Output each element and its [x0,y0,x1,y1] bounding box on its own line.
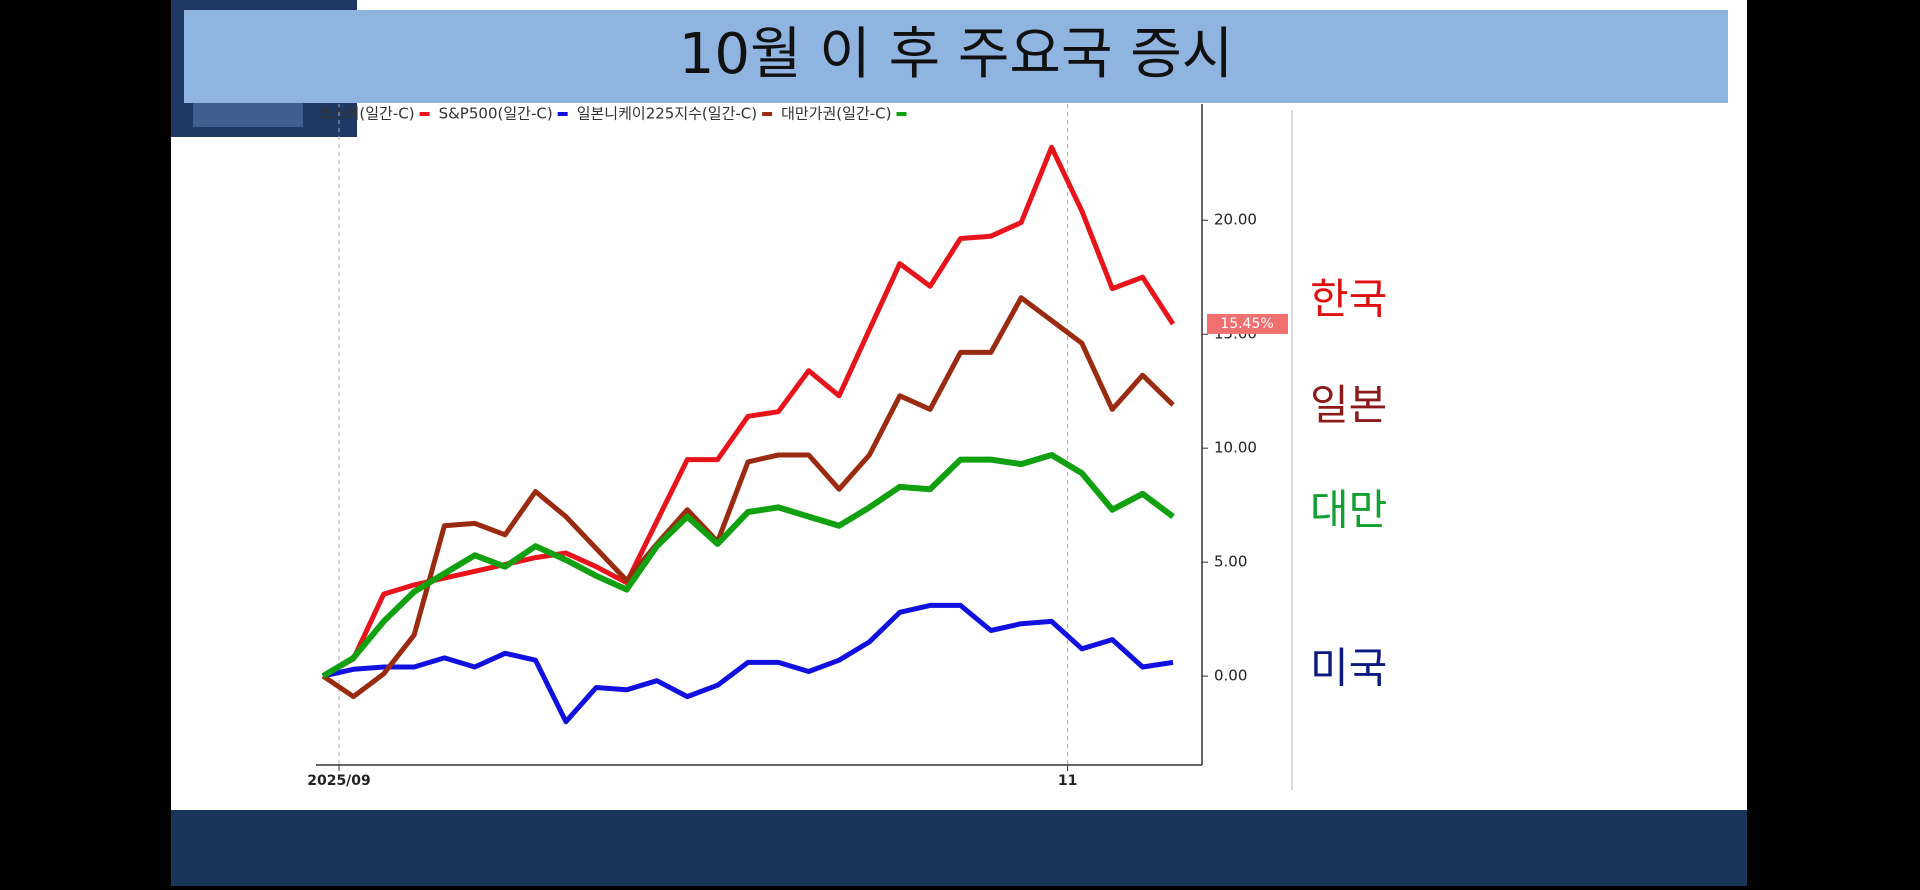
value-label-box [1207,313,1288,334]
series-line [322,602,1174,725]
legend-label: 코스피(일간-C) [318,105,415,123]
title-banner [184,10,1728,103]
x-tick-label: 11 [1058,773,1077,789]
series-line [321,295,1175,700]
legend-label: 대만가권(일간-C) [781,105,891,123]
chart-title: 10월 이 후 주요국 증시 [679,22,1234,87]
annotation: 미국 [1310,644,1387,693]
annotation: 한국 [1310,275,1387,324]
annotation: 대만 [1310,486,1387,535]
legend-label: S&P500(일간-C) [439,105,553,123]
series-line [321,144,1176,679]
value-label: 15.45% [1220,316,1273,332]
footer-band [171,810,1747,886]
y-tick-label: 10.00 [1214,439,1257,457]
series-line [321,452,1175,679]
y-tick-label: 5.00 [1214,553,1247,571]
slide-body [171,0,1747,810]
y-tick-label: 0.00 [1214,667,1247,685]
annotation: 일본 [1310,381,1387,430]
legend-label: 일본니케이225지수(일간-C) [577,105,757,123]
y-tick-label: 20.00 [1214,211,1257,229]
x-tick-label: 2025/09 [307,773,371,789]
